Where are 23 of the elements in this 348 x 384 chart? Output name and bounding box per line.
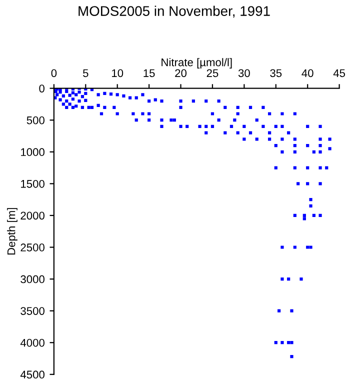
x-tick-label: 30 xyxy=(238,69,250,78)
y-axis-title: Depth [m] xyxy=(7,208,18,255)
y-tick-label: 3000 xyxy=(20,275,44,284)
x-tick-label: 40 xyxy=(302,69,314,78)
x-tick-label: 45 xyxy=(333,69,346,78)
y-tick-label: 4000 xyxy=(20,338,44,347)
y-tick-label: 500 xyxy=(26,116,44,124)
chart-title: MODS2005 in November, 1991 xyxy=(78,6,270,18)
x-tick-label: 5 xyxy=(83,69,88,78)
x-tick-label: 15 xyxy=(144,69,155,78)
y-tick-label: 2500 xyxy=(20,244,44,252)
y-tick-label: 3500 xyxy=(20,307,44,315)
x-axis-title: Nitrate [µmol/l] xyxy=(162,58,232,68)
y-tick-label: 1500 xyxy=(21,180,44,188)
x-tick-label: 35 xyxy=(270,69,282,78)
x-tick-label: 0 xyxy=(51,69,57,78)
y-tick-label: 1000 xyxy=(21,148,44,156)
y-tick-label: 4500 xyxy=(20,370,44,379)
y-tick-label: 0 xyxy=(39,84,44,92)
x-tick-label: 25 xyxy=(206,69,218,78)
y-tick-label: 2000 xyxy=(20,212,44,220)
x-tick-label: 10 xyxy=(112,69,124,78)
x-tick-label: 20 xyxy=(175,69,187,78)
